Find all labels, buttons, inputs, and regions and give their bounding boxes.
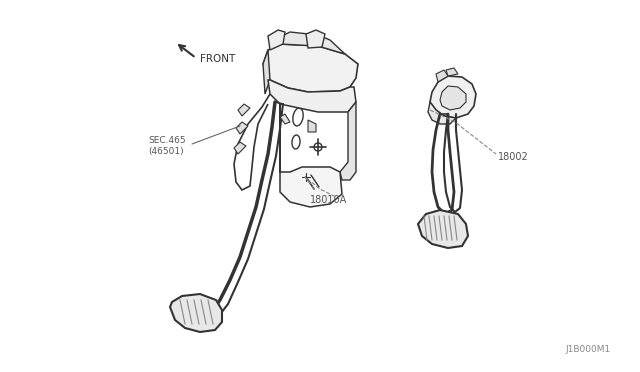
Polygon shape bbox=[428, 102, 456, 124]
Polygon shape bbox=[263, 44, 358, 92]
Ellipse shape bbox=[293, 108, 303, 126]
Polygon shape bbox=[280, 104, 342, 207]
Text: J1B000M1: J1B000M1 bbox=[565, 345, 611, 354]
Polygon shape bbox=[308, 120, 316, 132]
Polygon shape bbox=[440, 86, 466, 110]
Circle shape bbox=[451, 92, 455, 96]
Text: SEC.465
(46501): SEC.465 (46501) bbox=[148, 136, 186, 156]
Polygon shape bbox=[446, 68, 458, 76]
Polygon shape bbox=[238, 104, 250, 116]
Polygon shape bbox=[306, 30, 325, 48]
Text: FRONT: FRONT bbox=[200, 54, 236, 64]
Polygon shape bbox=[268, 80, 356, 112]
Polygon shape bbox=[418, 210, 468, 248]
Polygon shape bbox=[170, 294, 222, 332]
Ellipse shape bbox=[292, 135, 300, 149]
Circle shape bbox=[288, 59, 302, 73]
Circle shape bbox=[315, 53, 321, 59]
Polygon shape bbox=[234, 142, 246, 154]
Text: 18010A: 18010A bbox=[310, 195, 348, 205]
Polygon shape bbox=[436, 70, 448, 82]
Polygon shape bbox=[430, 76, 476, 118]
Polygon shape bbox=[263, 50, 270, 94]
Polygon shape bbox=[280, 114, 290, 124]
Circle shape bbox=[448, 89, 458, 99]
Polygon shape bbox=[340, 102, 356, 180]
Circle shape bbox=[301, 173, 310, 182]
Circle shape bbox=[314, 143, 322, 151]
Circle shape bbox=[325, 64, 335, 74]
Text: 18002: 18002 bbox=[498, 152, 529, 162]
Polygon shape bbox=[236, 122, 248, 134]
Polygon shape bbox=[280, 32, 345, 54]
Polygon shape bbox=[268, 30, 285, 50]
